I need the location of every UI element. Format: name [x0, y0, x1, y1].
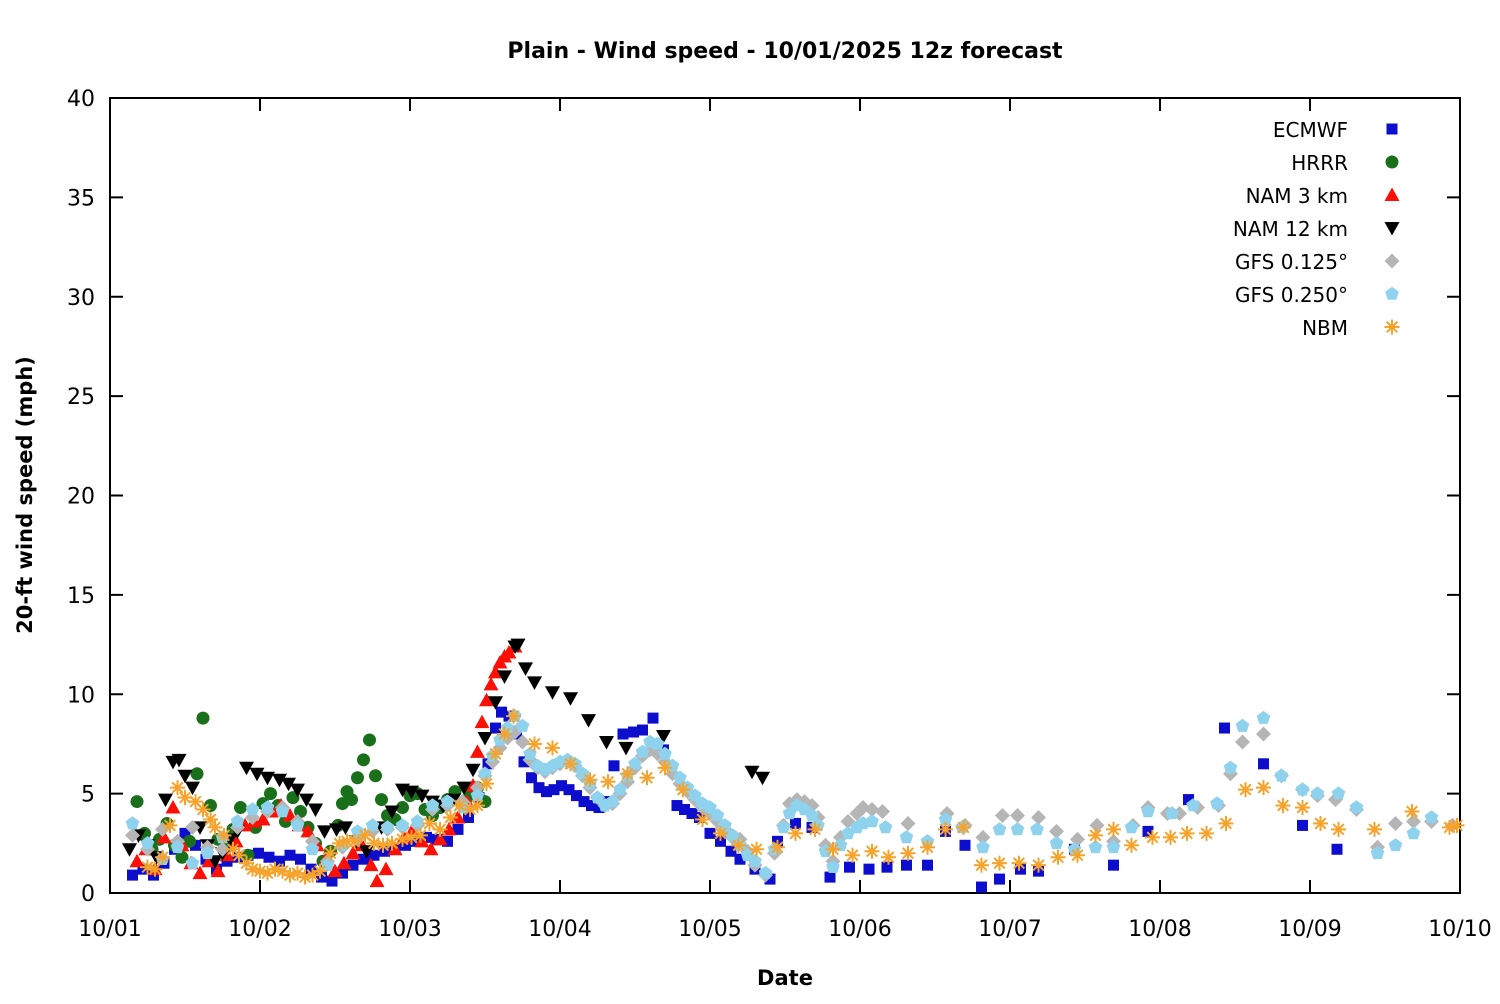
- y-tick-label: 10: [67, 683, 95, 708]
- legend-label: GFS 0.250°: [1235, 283, 1348, 307]
- x-tick-label: 10/10: [1428, 917, 1491, 942]
- legend-item-ecmwf: ECMWF: [1273, 118, 1398, 142]
- x-axis-ticks: 10/01 10/02 10/03 10/04 10/05 10/06 10/07 10/08…: [78, 98, 1492, 942]
- legend-label: NAM 3 km: [1246, 184, 1348, 208]
- legend-item-nam12: NAM 12 km: [1233, 217, 1400, 241]
- legend-item-nbm: NBM: [1302, 316, 1400, 340]
- y-tick-label: 5: [81, 783, 95, 808]
- y-tick-label: 30: [67, 286, 95, 311]
- legend-label: GFS 0.125°: [1235, 250, 1348, 274]
- x-tick-label: 10/05: [678, 917, 741, 942]
- legend-marker-diamond-icon: [1384, 253, 1400, 269]
- y-axis-label: 20-ft wind speed (mph): [13, 356, 37, 634]
- legend-marker-circle-icon: [1385, 155, 1399, 169]
- y-tick-label: 0: [81, 882, 95, 907]
- legend-marker-triangle-down-icon: [1384, 222, 1400, 236]
- x-axis-label: Date: [757, 966, 813, 990]
- legend-label: ECMWF: [1273, 118, 1348, 142]
- x-tick-label: 10/01: [78, 917, 141, 942]
- legend-label: HRRR: [1291, 151, 1348, 175]
- y-tick-label: 35: [67, 186, 95, 211]
- legend-item-hrrr: HRRR: [1291, 151, 1399, 175]
- y-tick-label: 25: [67, 385, 95, 410]
- data-points: [122, 638, 1465, 893]
- legend-marker-triangle-up-icon: [1384, 187, 1400, 201]
- chart-legend: ECMWF HRRR NAM 3 km NAM 12 km GFS 0.125° GFS …: [1233, 118, 1400, 340]
- legend-marker-pentagon-icon: [1385, 286, 1399, 300]
- legend-item-gfs125: GFS 0.125°: [1235, 250, 1400, 274]
- x-tick-label: 10/07: [978, 917, 1041, 942]
- legend-item-gfs250: GFS 0.250°: [1235, 283, 1399, 307]
- series-nbm: [140, 708, 1465, 885]
- legend-item-nam3: NAM 3 km: [1246, 184, 1400, 208]
- x-tick-label: 10/06: [828, 917, 891, 942]
- x-tick-label: 10/09: [1278, 917, 1341, 942]
- y-tick-label: 40: [67, 87, 95, 112]
- y-tick-label: 15: [67, 584, 95, 609]
- legend-label: NAM 12 km: [1233, 217, 1348, 241]
- x-tick-label: 10/04: [528, 917, 591, 942]
- legend-marker-asterisk-icon: [1384, 319, 1400, 335]
- chart-title: Plain - Wind speed - 10/01/2025 12z fore…: [507, 39, 1063, 64]
- x-tick-label: 10/08: [1128, 917, 1191, 942]
- x-tick-label: 10/03: [378, 917, 441, 942]
- y-axis-ticks: 0 5 10 15 20 25 30 35 40: [67, 87, 1460, 907]
- legend-label: NBM: [1302, 316, 1348, 340]
- x-tick-label: 10/02: [228, 917, 291, 942]
- y-tick-label: 20: [67, 485, 95, 510]
- legend-marker-square-icon: [1386, 123, 1398, 135]
